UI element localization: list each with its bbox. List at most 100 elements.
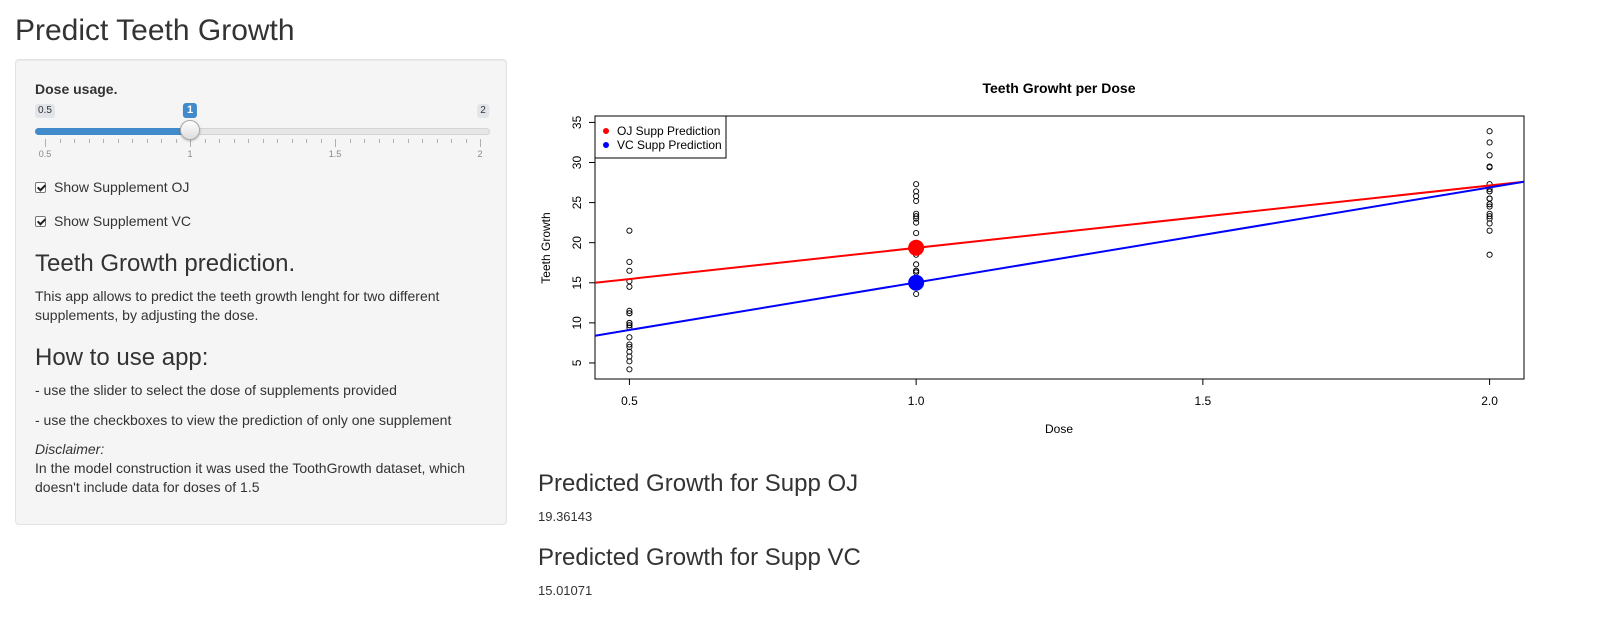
- observation-point: [626, 322, 633, 329]
- dose-slider[interactable]: 0.5 2 1 0.5 1 1.5 2: [35, 103, 490, 160]
- slider-minor-tick: [306, 139, 307, 143]
- chart-legend: OJ Supp Prediction VC Supp Prediction: [594, 115, 727, 159]
- slider-minor-tick: [320, 139, 322, 143]
- observation-point: [1486, 128, 1493, 135]
- slider-minor-tick: [204, 139, 206, 143]
- slider-minor-tick: [248, 139, 249, 143]
- legend-box: [594, 115, 727, 159]
- heading-teeth-growth-prediction: Teeth Growth prediction.: [35, 250, 296, 277]
- slider-minor-tick: [219, 139, 220, 143]
- vc-prediction-line: [594, 180, 1525, 337]
- slider-minor-tick: [291, 139, 293, 143]
- x-tick-label: 0.5: [621, 394, 638, 408]
- dose-slider-label: Dose usage.: [35, 81, 118, 97]
- y-tick-label: 5: [570, 359, 584, 366]
- slider-minor-tick: [103, 139, 104, 143]
- observation-point: [1486, 163, 1493, 170]
- heading-predicted-vc: Predicted Growth for Supp VC: [538, 544, 861, 571]
- slider-minor-tick: [436, 139, 438, 143]
- checkbox-supplement-oj[interactable]: Show Supplement OJ: [35, 179, 189, 195]
- slider-minor-tick: [132, 139, 133, 143]
- observation-point: [1486, 210, 1493, 217]
- observation-point: [1486, 139, 1493, 146]
- checkbox-vc-box[interactable]: [35, 215, 46, 227]
- page-title: Predict Teeth Growth: [15, 14, 295, 47]
- y-tick-label: 35: [570, 115, 584, 129]
- slider-minor-tick: [393, 139, 394, 143]
- observation-point: [1486, 152, 1493, 159]
- disclaimer-text: In the model construction it was used th…: [35, 460, 466, 495]
- observation-point: [1486, 201, 1493, 208]
- checkbox-supplement-vc[interactable]: Show Supplement VC: [35, 213, 191, 229]
- slider-minor-tick: [233, 139, 235, 143]
- legend-marker-vc: [603, 142, 609, 148]
- y-tick-label: 15: [570, 276, 584, 290]
- slider-major-tick: [45, 139, 46, 147]
- checkbox-vc-label: Show Supplement VC: [54, 213, 191, 229]
- slider-tick-label: 1: [187, 149, 193, 159]
- slider-track-fill: [35, 128, 190, 135]
- observation-point: [626, 343, 633, 350]
- slider-minor-tick: [146, 139, 148, 143]
- observation-point: [913, 210, 920, 217]
- observation-point: [626, 341, 633, 348]
- oj-predicted-point: [908, 239, 925, 256]
- sidebar-panel: Dose usage. 0.5 2 1 0.5 1 1.5 2 Show Supple…: [15, 59, 507, 525]
- observation-point: [1486, 251, 1493, 258]
- observation-point: [913, 188, 920, 195]
- observation-point: [913, 213, 920, 220]
- observation-point: [626, 366, 633, 373]
- slider-minor-tick: [277, 139, 278, 143]
- observation-point: [626, 227, 633, 234]
- slider-handle[interactable]: [180, 120, 200, 140]
- observation-point: [1486, 227, 1493, 234]
- plot-frame: [594, 115, 1525, 380]
- observation-point: [626, 319, 633, 326]
- y-tick-label: 20: [570, 236, 584, 250]
- instruction-slider: - use the slider to select the dose of s…: [35, 382, 397, 398]
- slider-minor-tick: [262, 139, 264, 143]
- slider-minor-tick: [465, 139, 467, 143]
- y-tick-label: 30: [570, 156, 584, 170]
- heading-predicted-oj: Predicted Growth for Supp OJ: [538, 470, 859, 497]
- heading-how-to-use: How to use app:: [35, 344, 209, 371]
- slider-min-label: 0.5: [35, 104, 55, 118]
- slider-minor-tick: [407, 139, 409, 143]
- slider-major-tick: [190, 139, 191, 147]
- observation-point: [1486, 203, 1493, 210]
- x-tick-label: 2.0: [1481, 394, 1498, 408]
- app-description: This app allows to predict the teeth gro…: [35, 288, 440, 323]
- y-tick-label: 25: [570, 196, 584, 210]
- y-tick-label: 10: [570, 316, 584, 330]
- observation-point: [626, 283, 633, 290]
- slider-minor-tick: [451, 139, 452, 143]
- observation-point: [626, 267, 633, 274]
- observation-point: [626, 310, 633, 317]
- slider-minor-tick: [422, 139, 423, 143]
- observation-point: [1486, 213, 1493, 220]
- legend-label-oj: OJ Supp Prediction: [617, 124, 720, 138]
- teeth-growth-chart: Teeth Growht per Dose 0.5 1.0 1.5 2.0 5 10 15 2…: [539, 80, 1525, 436]
- x-axis-label: Dose: [1045, 422, 1073, 436]
- observation-point: [913, 219, 920, 226]
- checkbox-oj-label: Show Supplement OJ: [54, 179, 190, 195]
- observation-point: [913, 261, 920, 268]
- vc-predicted-point: [908, 274, 925, 291]
- observation-point: [913, 230, 920, 237]
- observation-point: [1486, 188, 1493, 195]
- disclaimer-title: Disclaimer:: [35, 441, 105, 457]
- observation-point: [626, 258, 633, 265]
- slider-minor-tick: [117, 139, 119, 143]
- slider-tick-label: 0.5: [38, 149, 52, 159]
- y-axis-label: Teeth Growth: [539, 212, 553, 283]
- checkbox-oj-box[interactable]: [35, 181, 46, 193]
- oj-prediction-line: [594, 180, 1525, 284]
- slider-major-tick: [335, 139, 336, 147]
- observation-point: [1486, 195, 1493, 202]
- slider-minor-tick: [88, 139, 90, 143]
- slider-value-label: 1: [182, 103, 198, 118]
- slider-minor-tick: [175, 139, 177, 143]
- legend-marker-oj: [603, 128, 609, 134]
- x-tick-label: 1.5: [1195, 394, 1212, 408]
- observation-point: [913, 181, 920, 188]
